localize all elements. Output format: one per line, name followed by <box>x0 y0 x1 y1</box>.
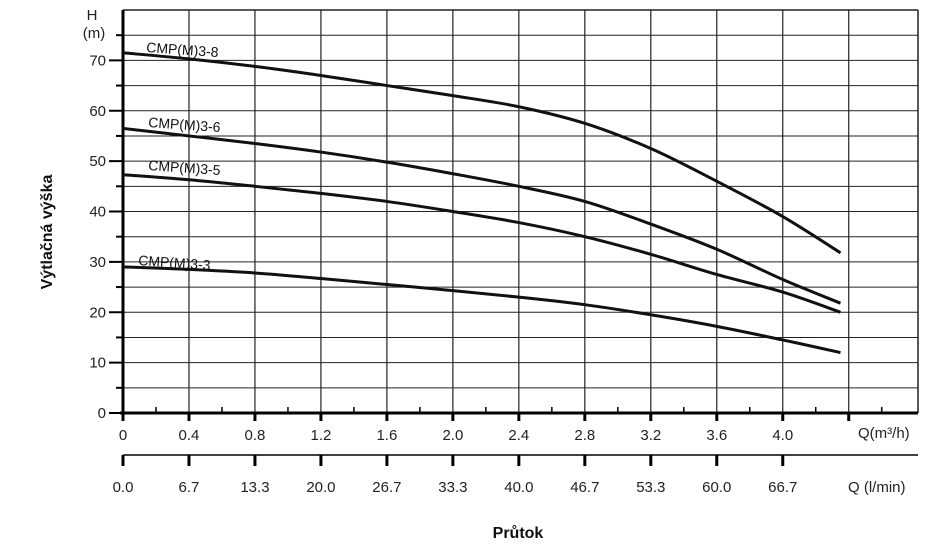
y-axis-title: Výtlačná výška <box>39 175 56 290</box>
x-tick-label: 0.8 <box>245 427 266 444</box>
y-tick-label: 30 <box>89 254 106 271</box>
x-tick-label: 1.2 <box>310 427 331 444</box>
series-group: CMP(M)3-8 CMP(M)3-6 CMP(M)3-5 CMP(M)3-3 <box>122 39 842 355</box>
y-tick-label: 20 <box>89 304 106 321</box>
series-line-1 <box>122 126 842 305</box>
x-tick-label: 2.8 <box>574 427 595 444</box>
axes: 0 10 20 30 40 50 60 70 0 0.0 0.4 6.7 0.8 13.3 1.2 20.0 1… <box>89 10 918 496</box>
x2-tick-label: 20.0 <box>306 479 335 496</box>
x-tick-label: 0 <box>119 427 127 444</box>
y-tick-label: 40 <box>89 204 106 221</box>
x2-tick-label: 46.7 <box>570 479 599 496</box>
y-tick-label: 50 <box>89 153 106 170</box>
x2-tick-label: 53.3 <box>636 479 665 496</box>
x-tick-label: 4.0 <box>772 427 793 444</box>
y-unit-h: H <box>87 7 98 24</box>
series-label-3: CMP(M)3-3 <box>138 252 211 273</box>
series-line-0 <box>122 51 842 255</box>
x2-tick-label: 0.0 <box>113 479 134 496</box>
series-label-1: CMP(M)3-6 <box>148 114 221 135</box>
x-unit-label: Q(m³/h) <box>858 425 910 442</box>
y-tick-label: 0 <box>98 405 106 422</box>
y-tick-label: 70 <box>89 52 106 69</box>
series-label-2: CMP(M)3-5 <box>148 157 221 178</box>
x-axis-title: Průtok <box>493 525 544 542</box>
x2-tick-label: 13.3 <box>240 479 269 496</box>
x2-tick-label: 6.7 <box>179 479 200 496</box>
x2-tick-label: 33.3 <box>438 479 467 496</box>
series-line-3 <box>122 265 841 355</box>
x-tick-label: 2.0 <box>442 427 463 444</box>
series-label-0: CMP(M)3-8 <box>146 39 219 60</box>
series-line-2 <box>122 173 841 314</box>
x-tick-label: 3.2 <box>640 427 661 444</box>
x-tick-label: 1.6 <box>376 427 397 444</box>
x2-unit-label: Q (l/min) <box>848 479 906 496</box>
x2-tick-label: 40.0 <box>504 479 533 496</box>
x-tick-label: 2.4 <box>508 427 529 444</box>
grid <box>123 9 919 413</box>
x2-tick-label: 26.7 <box>372 479 401 496</box>
x-tick-label: 3.6 <box>706 427 727 444</box>
y-unit-m: (m) <box>83 25 106 42</box>
y-tick-label: 10 <box>89 355 106 372</box>
x-tick-label: 0.4 <box>179 427 200 444</box>
y-tick-label: 60 <box>89 103 106 120</box>
x2-tick-label: 60.0 <box>702 479 731 496</box>
x2-tick-label: 66.7 <box>768 479 797 496</box>
